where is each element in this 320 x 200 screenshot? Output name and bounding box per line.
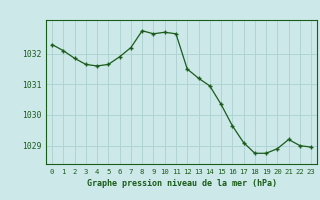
X-axis label: Graphe pression niveau de la mer (hPa): Graphe pression niveau de la mer (hPa) — [87, 179, 276, 188]
